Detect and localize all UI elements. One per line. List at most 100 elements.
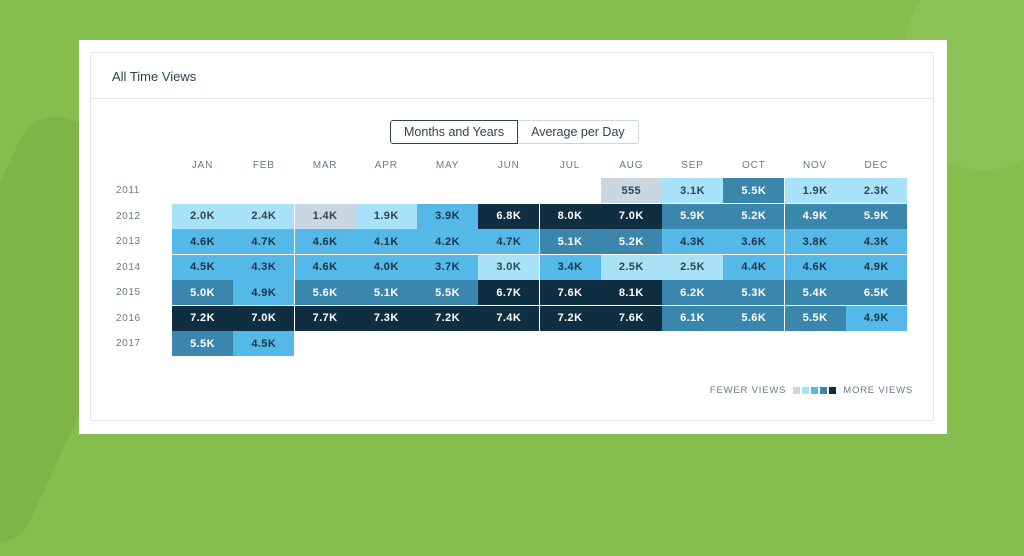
heatmap-cell-2013-apr[interactable]: 4.1K xyxy=(355,229,417,254)
month-label-feb: FEB xyxy=(252,160,275,171)
heatmap-cell-2012-aug[interactable]: 7.0K xyxy=(600,203,662,229)
year-label-2012: 2012 xyxy=(116,210,141,222)
all-time-views-card: All Time Views Months and Years Average … xyxy=(90,52,934,421)
heatmap-cell-2016-dec[interactable]: 4.9K xyxy=(845,305,907,331)
month-label-nov: NOV xyxy=(802,160,828,171)
heatmap-cell-2013-aug[interactable]: 5.2K xyxy=(600,229,662,254)
legend-swatch xyxy=(829,387,837,394)
heatmap-cell-2012-jun[interactable]: 6.8K xyxy=(478,203,540,229)
heatmap-cell-2014-mar[interactable]: 4.6K xyxy=(294,254,356,280)
heatmap-cell-2011-nov[interactable]: 1.9K xyxy=(784,178,846,203)
card-title: All Time Views xyxy=(112,69,197,84)
legend-swatches xyxy=(786,387,843,394)
heatmap-cell-2015-jan[interactable]: 5.0K xyxy=(172,280,233,305)
heatmap-cell-2013-nov[interactable]: 3.8K xyxy=(784,229,846,254)
month-label-aug: AUG xyxy=(619,160,644,171)
heatmap-cell-2016-jun[interactable]: 7.4K xyxy=(478,305,540,331)
heatmap-cell-2011-oct[interactable]: 5.5K xyxy=(723,178,785,203)
heatmap-cell-2014-oct[interactable]: 4.4K xyxy=(723,254,785,280)
heatmap-cell-2013-feb[interactable]: 4.7K xyxy=(233,229,295,254)
heatmap-cell-2013-jan[interactable]: 4.6K xyxy=(172,229,233,254)
heatmap-cell-2014-nov[interactable]: 4.6K xyxy=(784,254,846,280)
heatmap-cell-2012-mar[interactable]: 1.4K xyxy=(294,203,356,229)
heatmap-cell-2016-nov[interactable]: 5.5K xyxy=(784,305,846,331)
heatmap-cell-2014-sep[interactable]: 2.5K xyxy=(662,254,723,280)
month-label-jul: JUL xyxy=(559,160,581,171)
screenshot-panel: All Time Views Months and Years Average … xyxy=(79,40,947,434)
heatmap-cell-2012-may[interactable]: 3.9K xyxy=(417,203,478,229)
heatmap-cell-2014-aug[interactable]: 2.5K xyxy=(600,254,662,280)
month-label-sep: SEP xyxy=(681,160,704,171)
heatmap-cell-2011-aug[interactable]: 555 xyxy=(600,178,662,203)
heatmap-cell-2016-aug[interactable]: 7.6K xyxy=(600,305,662,331)
months-and-years-button[interactable]: Months and Years xyxy=(390,120,519,144)
heatmap-cell-2012-apr[interactable]: 1.9K xyxy=(355,203,417,229)
heatmap-cell-2014-may[interactable]: 3.7K xyxy=(417,254,478,280)
heatmap-cell-2014-jan[interactable]: 4.5K xyxy=(172,254,233,280)
heatmap-cell-2011-dec[interactable]: 2.3K xyxy=(845,178,907,203)
month-label-dec: DEC xyxy=(864,160,888,171)
legend-swatch xyxy=(793,387,801,394)
heatmap-cell-2011-sep[interactable]: 3.1K xyxy=(662,178,723,203)
heatmap-cell-2016-sep[interactable]: 6.1K xyxy=(662,305,723,331)
legend: FEWER VIEWS MORE VIEWS xyxy=(710,385,913,396)
heatmap-cell-2016-jul[interactable]: 7.2K xyxy=(539,305,601,331)
view-mode-toggle: Months and Years Average per Day xyxy=(390,120,639,144)
month-label-jun: JUN xyxy=(497,160,520,171)
heatmap-cell-2016-jan[interactable]: 7.2K xyxy=(172,305,233,331)
legend-fewer-label: FEWER VIEWS xyxy=(709,385,787,396)
legend-swatch xyxy=(820,387,828,394)
year-label-2013: 2013 xyxy=(116,236,141,247)
heatmap-cell-2012-nov[interactable]: 4.9K xyxy=(784,203,846,229)
legend-swatch xyxy=(811,387,819,394)
heatmap-cell-2012-jul[interactable]: 8.0K xyxy=(539,203,601,229)
heatmap-cell-2017-feb[interactable]: 4.5K xyxy=(233,331,295,356)
heatmap-cell-2015-may[interactable]: 5.5K xyxy=(417,280,478,305)
heatmap-cell-2014-apr[interactable]: 4.0K xyxy=(355,254,417,280)
heatmap-cell-2016-feb[interactable]: 7.0K xyxy=(233,305,295,331)
heatmap-cell-2016-oct[interactable]: 5.6K xyxy=(723,305,785,331)
month-label-mar: MAR xyxy=(312,160,338,171)
heatmap-cell-2015-feb[interactable]: 4.9K xyxy=(233,280,295,305)
heatmap-cell-2015-aug[interactable]: 8.1K xyxy=(600,280,662,305)
heatmap-cell-2015-jun[interactable]: 6.7K xyxy=(478,280,540,305)
year-label-2011: 2011 xyxy=(116,185,140,196)
heatmap-cell-2017-jan[interactable]: 5.5K xyxy=(172,331,233,356)
heatmap-cell-2015-sep[interactable]: 6.2K xyxy=(662,280,723,305)
heatmap-cell-2015-apr[interactable]: 5.1K xyxy=(355,280,417,305)
heatmap-cell-2013-sep[interactable]: 4.3K xyxy=(662,229,723,254)
heatmap-cell-2012-feb[interactable]: 2.4K xyxy=(233,203,295,229)
heatmap-cell-2012-jan[interactable]: 2.0K xyxy=(172,203,233,229)
heatmap-cell-2013-oct[interactable]: 3.6K xyxy=(723,229,785,254)
heatmap-cell-2013-may[interactable]: 4.2K xyxy=(417,229,478,254)
heatmap-cell-2013-dec[interactable]: 4.3K xyxy=(845,229,907,254)
legend-more-label: MORE VIEWS xyxy=(843,385,913,396)
year-label-2017: 2017 xyxy=(116,338,141,349)
heatmap-cell-2015-jul[interactable]: 7.6K xyxy=(539,280,601,305)
heatmap-cell-2016-apr[interactable]: 7.3K xyxy=(355,305,417,331)
heatmap-cell-2014-jul[interactable]: 3.4K xyxy=(539,254,601,280)
average-per-day-button[interactable]: Average per Day xyxy=(518,120,639,144)
month-label-oct: OCT xyxy=(741,160,766,171)
heatmap-cell-2015-mar[interactable]: 5.6K xyxy=(294,280,356,305)
month-label-apr: APR xyxy=(374,160,398,171)
heatmap-cell-2014-feb[interactable]: 4.3K xyxy=(233,254,295,280)
heatmap-cell-2012-sep[interactable]: 5.9K xyxy=(662,203,723,229)
heatmap-cell-2013-mar[interactable]: 4.6K xyxy=(294,229,356,254)
heatmap-cell-2015-nov[interactable]: 5.4K xyxy=(784,280,846,305)
heatmap-cell-2012-dec[interactable]: 5.9K xyxy=(845,203,907,229)
heatmap-cell-2015-dec[interactable]: 6.5K xyxy=(845,280,907,305)
heatmap-cell-2014-jun[interactable]: 3.0K xyxy=(478,254,540,280)
legend-swatch xyxy=(802,387,810,394)
heatmap-cell-2016-may[interactable]: 7.2K xyxy=(417,305,478,331)
card-header: All Time Views xyxy=(91,53,933,99)
heatmap-cell-2015-oct[interactable]: 5.3K xyxy=(723,280,785,305)
year-label-2014: 2014 xyxy=(116,261,141,273)
heatmap-cell-2012-oct[interactable]: 5.2K xyxy=(723,203,785,229)
heatmap-cell-2013-jun[interactable]: 4.7K xyxy=(478,229,540,254)
month-label-may: MAY xyxy=(435,160,460,171)
heatmap-cell-2016-mar[interactable]: 7.7K xyxy=(294,305,356,331)
heatmap-cell-2013-jul[interactable]: 5.1K xyxy=(539,229,601,254)
month-label-jan: JAN xyxy=(191,160,214,171)
heatmap-cell-2014-dec[interactable]: 4.9K xyxy=(845,254,907,280)
